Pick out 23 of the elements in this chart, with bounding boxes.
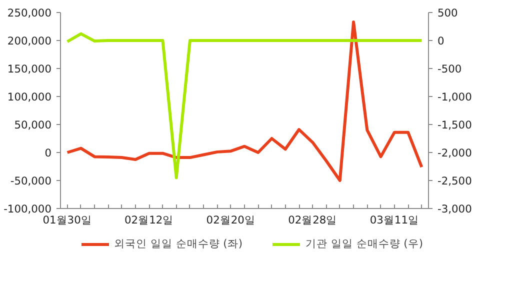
x-tick-label: 03월11일 <box>370 214 419 226</box>
y2-tick-label: -2,000 <box>438 146 472 160</box>
x-tick-label: 02월28일 <box>288 214 338 226</box>
y2-tick-label: 500 <box>438 6 458 20</box>
x-tick-label: 02월20일 <box>206 214 256 226</box>
x-tick-label: 01월30일 <box>42 214 92 226</box>
y-tick-label: -100,000 <box>4 202 52 216</box>
y2-tick-label: -500 <box>438 62 462 76</box>
x-tick-label: 02월12일 <box>124 214 174 226</box>
y2-tick-label: -1,000 <box>438 90 472 104</box>
y2-tick-label: 0 <box>438 34 444 48</box>
y2-tick-label: -3,000 <box>438 202 472 216</box>
y-tick-label: 200,000 <box>7 34 52 48</box>
y2-tick-label: -1,500 <box>438 118 472 132</box>
y-tick-label: 250,000 <box>7 6 52 20</box>
y-tick-label: 150,000 <box>7 62 52 76</box>
y-tick-label: 0 <box>44 146 52 160</box>
y2-tick-label: -2,500 <box>438 174 472 188</box>
y-tick-label: 50,000 <box>14 118 52 132</box>
legend-label: 외국인 일일 순매수량 (좌) <box>114 237 242 251</box>
y-tick-label: -50,000 <box>10 174 52 188</box>
y-tick-label: 100,000 <box>7 90 52 104</box>
legend-label: 기관 일일 순매수량 (우) <box>306 237 423 251</box>
